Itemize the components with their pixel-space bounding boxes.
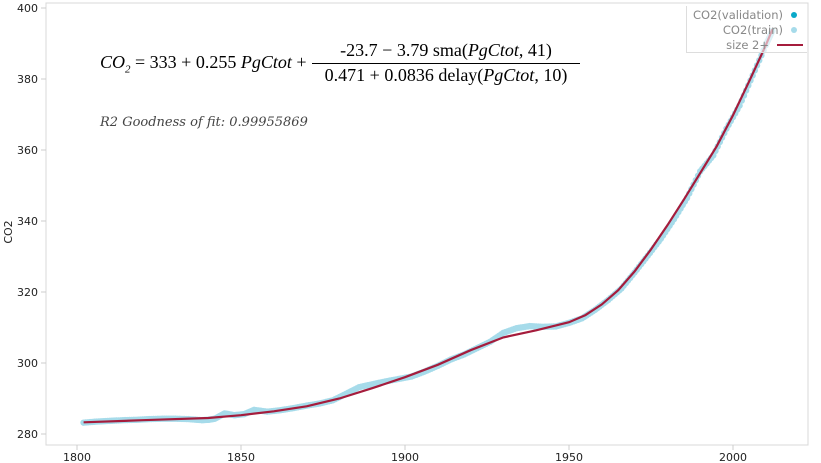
y-tick-label: 400	[17, 2, 38, 15]
x-tick-label: 1950	[555, 451, 583, 463]
equation: CO2 = 333 + 0.255 PgCtot +	[100, 52, 307, 76]
y-tick-label: 380	[17, 73, 38, 86]
legend-label: CO2(train)	[722, 23, 783, 37]
legend-validation: CO2(validation)	[693, 8, 797, 22]
x-tick-label: 1900	[391, 451, 419, 463]
y-tick-label: 300	[17, 357, 38, 370]
y-tick-label: 320	[17, 286, 38, 299]
fit-line-icon	[777, 44, 803, 46]
x-tick-label: 1800	[63, 451, 91, 463]
y-tick-label: 340	[17, 215, 38, 228]
x-tick-label: 1850	[227, 451, 255, 463]
r2-label: R2 Goodness of fit: 0.99955869	[100, 115, 308, 130]
legend: CO2(validation) CO2(train) size 2+	[686, 6, 807, 53]
y-tick-label: 360	[17, 144, 38, 157]
equation-fraction: -23.7 − 3.79 sma(PgCtot, 41) 0.471 + 0.0…	[312, 40, 580, 86]
y-axis-label: CO2	[2, 220, 15, 243]
fit-line	[83, 28, 774, 424]
legend-fit: size 2+	[726, 38, 803, 52]
legend-label: size 2+	[726, 38, 769, 52]
equation-denominator: 0.471 + 0.0836 delay(PgCtot, 10)	[312, 63, 580, 86]
x-tick-label: 2000	[719, 451, 747, 463]
legend-label: CO2(validation)	[693, 8, 783, 22]
train-marker-icon	[791, 27, 797, 33]
y-tick-label: 280	[17, 428, 38, 441]
plot-frame	[45, 2, 809, 446]
validation-marker-icon	[791, 12, 797, 18]
legend-train: CO2(train)	[723, 23, 797, 37]
equation-numerator: -23.7 − 3.79 sma(PgCtot, 41)	[340, 40, 552, 60]
